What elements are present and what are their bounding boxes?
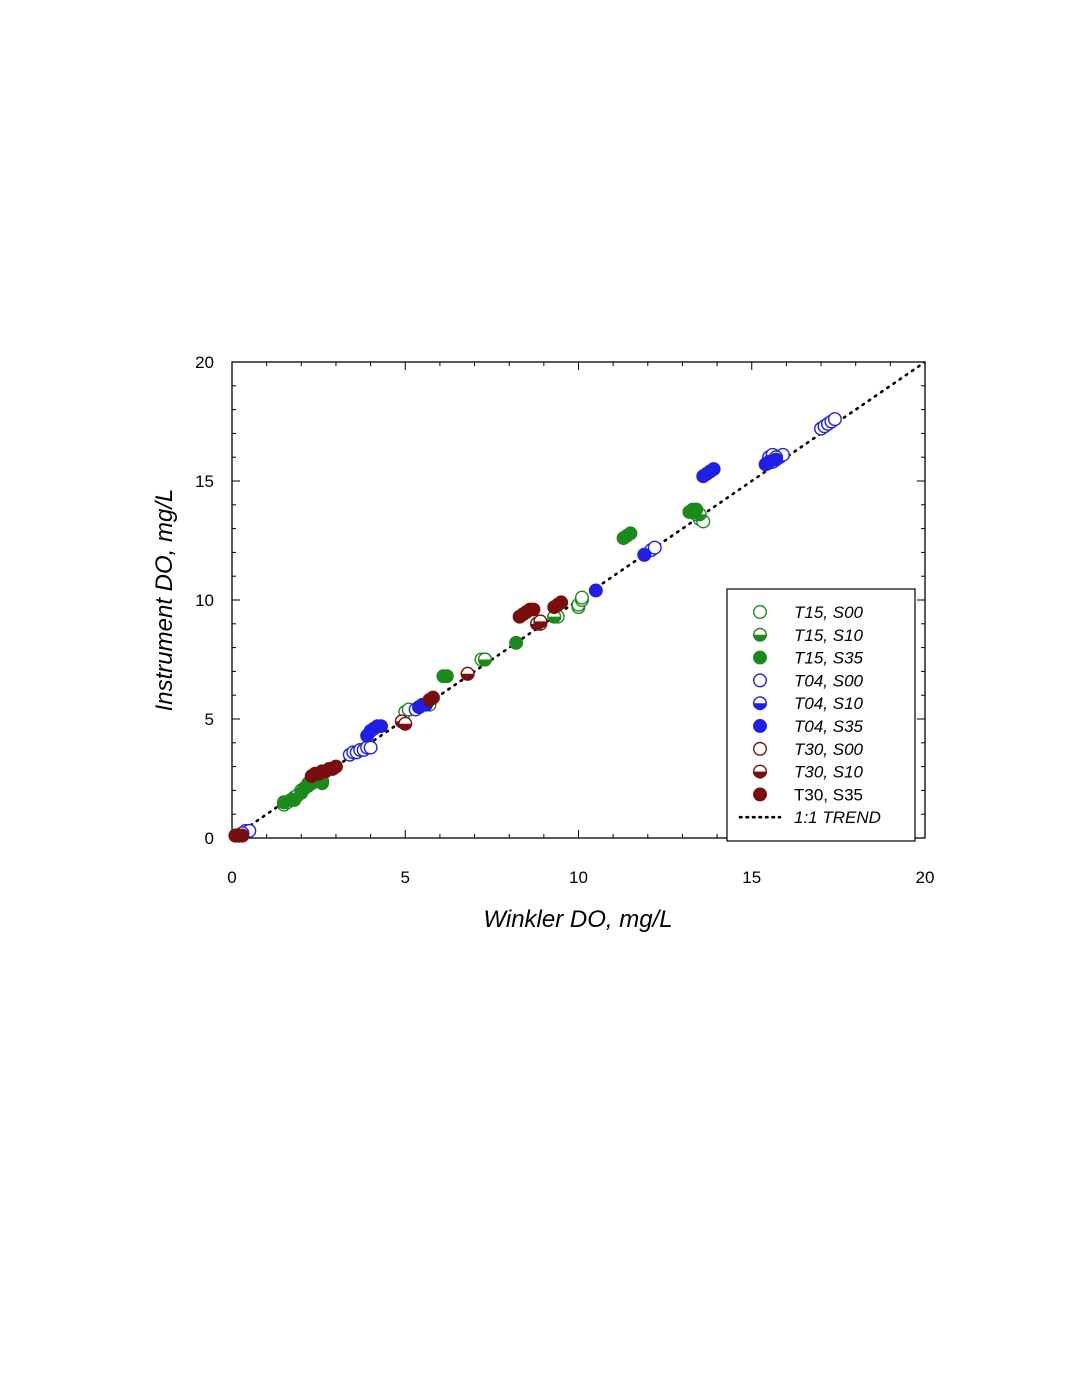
data-point: [426, 690, 440, 705]
y-tick-label: 0: [205, 829, 214, 848]
y-tick-label: 20: [195, 353, 214, 372]
x-tick-label: 0: [227, 868, 236, 887]
x-tick-label: 20: [916, 868, 935, 887]
points-layer: [228, 412, 842, 843]
x-tick-label: 15: [742, 868, 761, 887]
data-point: [827, 412, 842, 427]
x-tick-label: 10: [569, 868, 588, 887]
legend-marker: [753, 605, 768, 620]
legend-label: T04, S00: [794, 671, 864, 690]
data-point: [439, 669, 454, 684]
legend-label: T04, S35: [794, 717, 864, 736]
y-tick-label: 5: [205, 710, 214, 729]
data-point: [554, 595, 569, 610]
legend-label: T30, S35: [794, 785, 863, 804]
x-tick-label: 5: [401, 868, 410, 887]
y-tick-label: 15: [195, 472, 214, 491]
legend-marker: [753, 650, 767, 665]
x-axis-title: Winkler DO, mg/L: [483, 906, 672, 933]
data-point: [509, 635, 524, 650]
data-point: [477, 652, 492, 667]
data-point: [647, 540, 662, 555]
legend-label: T15, S35: [794, 649, 864, 668]
data-point: [706, 462, 721, 477]
data-point: [623, 526, 638, 541]
legend-marker: [753, 719, 767, 733]
legend-label: T15, S00: [794, 603, 864, 622]
legend-marker: [753, 741, 768, 756]
data-point: [689, 502, 704, 517]
legend-marker: [753, 627, 768, 642]
legend-label: T30, S00: [794, 740, 864, 759]
legend-marker: [753, 696, 768, 711]
y-tick-label: 10: [195, 591, 214, 610]
legend-label: T04, S10: [794, 694, 864, 713]
data-point: [329, 759, 343, 774]
data-point: [235, 828, 250, 843]
legend-marker: [753, 673, 768, 688]
y-axis-title: Instrument DO, mg/L: [151, 489, 178, 712]
data-point: [374, 719, 388, 734]
data-point: [574, 590, 589, 605]
data-point: [588, 583, 603, 598]
data-point: [533, 614, 548, 629]
data-point: [460, 666, 475, 681]
legend-label: T15, S10: [794, 626, 864, 645]
legend-label: T30, S10: [794, 763, 864, 782]
x-tick-labels: 0 5 10 15 20: [227, 868, 934, 887]
legend-label: 1:1 TREND: [794, 808, 881, 827]
data-point: [526, 602, 541, 617]
legend-marker: [753, 764, 768, 779]
data-point: [363, 740, 378, 755]
data-point: [398, 716, 413, 731]
legend-marker: [753, 787, 767, 802]
y-tick-labels: 0 5 10 15 20: [195, 353, 214, 848]
legend: T15, S00 T15, S10 T15, S35 T04, S00 T04, S10…: [726, 588, 916, 842]
data-point: [769, 452, 783, 467]
data-point: [637, 547, 652, 562]
